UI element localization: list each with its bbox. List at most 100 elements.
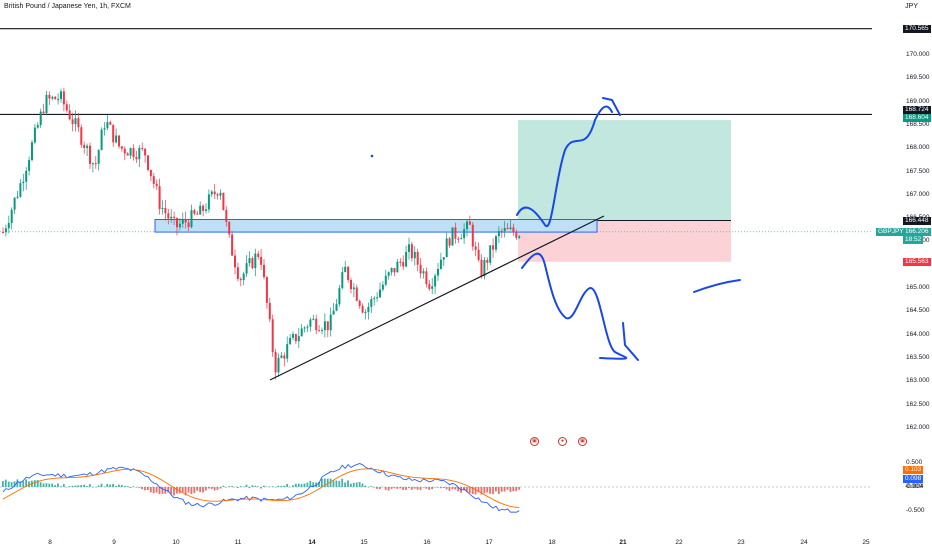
candle-body bbox=[106, 122, 109, 129]
candle-body bbox=[147, 155, 149, 170]
macd-histogram-bar bbox=[118, 484, 120, 487]
macd-histogram-bar bbox=[199, 487, 201, 493]
candle-body bbox=[393, 267, 396, 273]
candle-body bbox=[483, 259, 486, 277]
candle-body bbox=[428, 284, 431, 289]
candle-body bbox=[239, 279, 242, 281]
economic-event-icon[interactable]: ▣ bbox=[578, 437, 587, 446]
candle-body bbox=[51, 96, 54, 99]
macd-histogram-bar bbox=[321, 478, 323, 487]
macd-histogram-bar bbox=[384, 487, 387, 490]
candle-body bbox=[480, 259, 483, 277]
candle-body bbox=[323, 321, 326, 331]
macd-histogram-bar bbox=[13, 481, 16, 487]
support-zone bbox=[154, 218, 598, 233]
candle-body bbox=[207, 194, 210, 210]
candle-body bbox=[321, 330, 323, 332]
macd-histogram-bar bbox=[300, 484, 303, 487]
candle-body bbox=[45, 94, 48, 114]
macd-histogram-bar bbox=[83, 484, 85, 487]
economic-event-icon[interactable]: ● bbox=[558, 437, 567, 446]
candle-body bbox=[367, 306, 370, 312]
macd-histogram-bar bbox=[33, 480, 36, 487]
macd-histogram-bar bbox=[286, 484, 288, 487]
macd-histogram-bar bbox=[297, 483, 300, 487]
macd-histogram-bar bbox=[89, 484, 91, 487]
price-tick-label: 169.500 bbox=[906, 74, 930, 82]
candle-body bbox=[89, 145, 91, 165]
macd-histogram-bar bbox=[474, 487, 477, 495]
macd-histogram-bar bbox=[454, 487, 457, 490]
macd-histogram-bar bbox=[408, 487, 410, 488]
macd-histogram-bar bbox=[65, 487, 68, 488]
macd-histogram-bar bbox=[109, 484, 112, 487]
macd-histogram-bar bbox=[100, 483, 103, 487]
candle-body bbox=[97, 150, 100, 164]
macd-histogram-bar bbox=[132, 486, 135, 487]
stop-price-tag: 165.563 bbox=[903, 257, 931, 266]
macd-histogram-bar bbox=[425, 487, 428, 489]
candle-body bbox=[402, 262, 405, 267]
macd-histogram-bar bbox=[103, 486, 106, 488]
macd-histogram-bar bbox=[251, 485, 254, 487]
candle-body bbox=[300, 328, 303, 337]
candle-body bbox=[274, 352, 277, 373]
candle-body bbox=[468, 221, 471, 225]
candle-body bbox=[187, 222, 190, 228]
currency-label: JPY bbox=[905, 3, 918, 10]
candle-body bbox=[257, 253, 260, 257]
macd-histogram-bar bbox=[350, 483, 352, 487]
candle-body bbox=[2, 232, 4, 234]
candle-body bbox=[164, 208, 167, 214]
candle-body bbox=[497, 231, 500, 237]
date-label: 23 bbox=[737, 539, 745, 546]
macd-histogram-bar bbox=[355, 482, 358, 487]
candle-body bbox=[123, 148, 126, 154]
price-tick-label: 170.000 bbox=[906, 51, 930, 58]
macd-histogram-bar bbox=[489, 487, 491, 494]
candle-body bbox=[410, 244, 413, 259]
macd-histogram-bar bbox=[205, 487, 207, 491]
macd-histogram-bar bbox=[277, 485, 280, 487]
candle-body bbox=[474, 246, 477, 250]
symbol-tag: GBPJPY bbox=[876, 227, 906, 236]
macd-histogram-bar bbox=[329, 478, 332, 487]
candle-body bbox=[283, 355, 286, 359]
candle-body bbox=[289, 337, 292, 345]
candle-body bbox=[62, 91, 65, 105]
candle-body bbox=[518, 236, 521, 238]
candle-body bbox=[280, 355, 283, 358]
macd-histogram-bar bbox=[518, 487, 520, 490]
candle-body bbox=[94, 163, 97, 165]
countdown-tag: 18:52 bbox=[903, 235, 924, 244]
candle-body bbox=[196, 213, 199, 215]
candle-body bbox=[167, 213, 170, 219]
macd-histogram-bar bbox=[248, 487, 251, 489]
candle-body bbox=[254, 253, 257, 269]
candle-body bbox=[384, 275, 387, 285]
candle-body bbox=[173, 216, 176, 219]
candle-body bbox=[405, 251, 408, 267]
candle-body bbox=[129, 148, 132, 156]
candle-body bbox=[379, 289, 381, 298]
macd-histogram-bar bbox=[416, 487, 419, 490]
macd-histogram-bar bbox=[280, 485, 283, 487]
candle-body bbox=[48, 94, 51, 99]
macd-histogram-bar bbox=[25, 479, 27, 487]
economic-event-icon[interactable]: ▣ bbox=[530, 437, 539, 446]
candle-body bbox=[170, 216, 173, 219]
candle-body bbox=[457, 238, 460, 240]
date-label: 18 bbox=[548, 539, 556, 546]
candle-body bbox=[103, 128, 106, 130]
candle-body bbox=[100, 129, 103, 151]
macd-histogram-bar bbox=[158, 487, 161, 495]
candle-body bbox=[277, 357, 280, 373]
macd-histogram-bar bbox=[74, 485, 77, 487]
macd-histogram-bar bbox=[439, 487, 442, 489]
candle-body bbox=[141, 147, 144, 149]
candle-body bbox=[495, 236, 497, 250]
candle-body bbox=[265, 277, 268, 303]
candle-body bbox=[33, 127, 36, 143]
